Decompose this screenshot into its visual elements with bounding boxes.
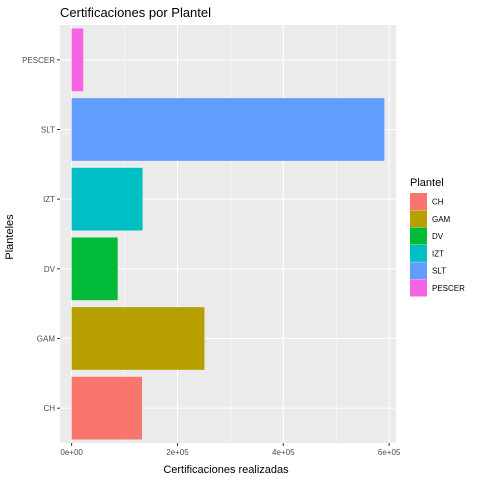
legend-key-izt [410,244,427,262]
bar-dv [71,237,118,301]
legend-label: PESCER [432,284,465,293]
bar-ch [71,376,143,440]
bar-slt [71,98,385,161]
y-tick-label: DV [44,265,56,274]
legend-label: DV [432,232,444,241]
legend-key-dv [410,227,427,245]
legend-key-pescer [410,279,427,297]
bar-izt [71,167,143,231]
x-axis-title: Certificaciones realizadas [163,464,289,476]
chart-title: Certificaciones por Plantel [60,5,211,20]
x-tick-label: 4e+05 [272,448,295,457]
bars [71,28,385,440]
legend-label: CH [432,198,444,207]
x-tick-label: 6e+05 [378,448,401,457]
legend-key-gam [410,210,427,228]
y-tick-label: IZT [43,195,55,204]
legend-label: IZT [432,249,444,258]
legend-key-slt [410,262,427,280]
y-axis-ticks: CH GAM DV IZT SLT PESCER [22,56,60,413]
y-tick-label: SLT [41,126,55,135]
legend-title: Plantel [410,177,444,189]
y-tick-label: PESCER [22,56,55,65]
y-tick-label: GAM [37,335,56,344]
panel-background [60,25,396,443]
y-tick-label: CH [43,404,55,413]
y-axis-title: Planteles [4,214,16,260]
x-tick-label: 0e+00 [60,448,83,457]
x-tick-label: 2e+05 [166,448,189,457]
bar-pescer [71,28,84,92]
bar-gam [71,307,205,370]
x-axis-ticks: 0e+00 2e+05 4e+05 6e+05 [60,443,401,457]
legend-label: GAM [432,215,451,224]
legend-key-ch [410,193,427,210]
legend-label: SLT [432,267,446,276]
legend: Plantel CH GAM DV IZT SLT PESCER [410,177,465,297]
